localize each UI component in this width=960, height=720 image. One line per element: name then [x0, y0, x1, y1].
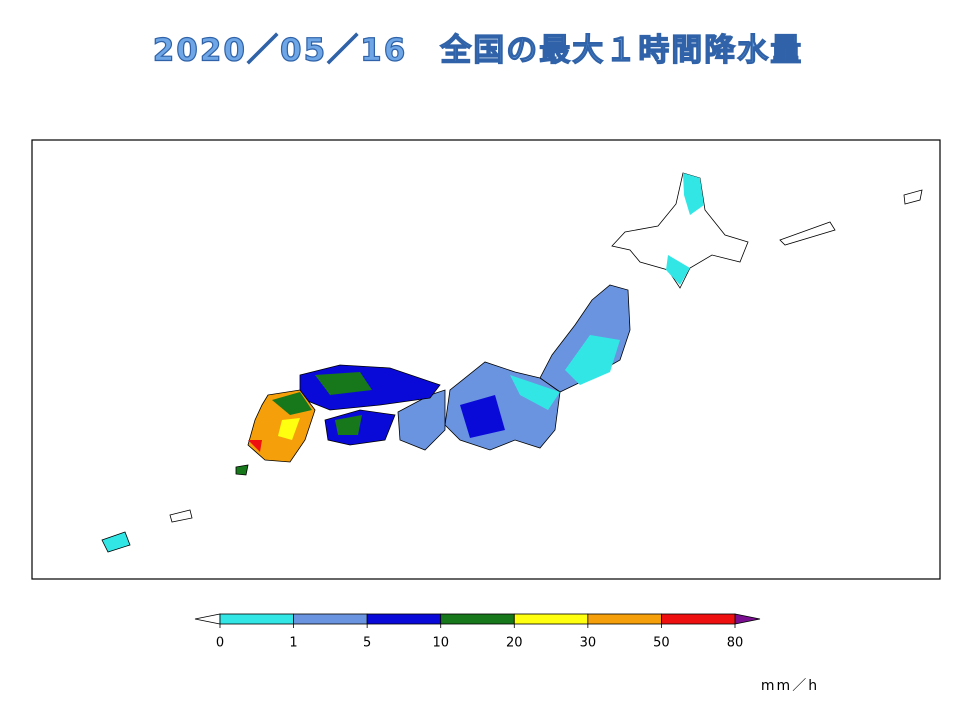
region: [460, 395, 505, 438]
region: [666, 255, 690, 285]
island: [101, 531, 131, 553]
color-bar-segment: [440, 613, 515, 625]
color-bar-segment: [219, 613, 294, 625]
region: [510, 375, 560, 410]
map-frame: [31, 139, 941, 580]
tick-label: 80: [727, 636, 744, 651]
tick-label: 0: [216, 636, 224, 651]
unit-label: mm／h: [761, 678, 819, 694]
tick-label: 10: [432, 636, 449, 651]
color-bar-segment: [366, 613, 442, 625]
map: [101, 172, 923, 553]
page-title: 2020／05／16 全国の最大１時間降水量: [153, 33, 804, 69]
island: [169, 509, 193, 523]
color-bar-under: [194, 613, 221, 625]
region: [248, 440, 262, 452]
color-bar: 0 1 5 10 20 30 50 80: [194, 613, 761, 651]
island: [235, 464, 249, 476]
hokkaido: [611, 172, 749, 289]
island: [903, 189, 923, 205]
region: [335, 415, 362, 435]
region: [565, 335, 620, 385]
tick-label: 50: [653, 636, 670, 651]
island: [779, 221, 836, 246]
tick-label: 20: [506, 636, 523, 651]
tick-label: 5: [363, 636, 371, 651]
region: [272, 392, 312, 415]
tick-label: 1: [289, 636, 297, 651]
color-bar-segment: [661, 613, 736, 625]
color-bar-segment: [587, 613, 662, 625]
region: [683, 173, 704, 215]
tick-label: 30: [580, 636, 597, 651]
region: [315, 372, 372, 395]
region: [278, 418, 300, 440]
color-bar-segment: [293, 613, 368, 625]
color-bar-segment: [513, 613, 589, 625]
color-bar-over: [734, 613, 761, 625]
